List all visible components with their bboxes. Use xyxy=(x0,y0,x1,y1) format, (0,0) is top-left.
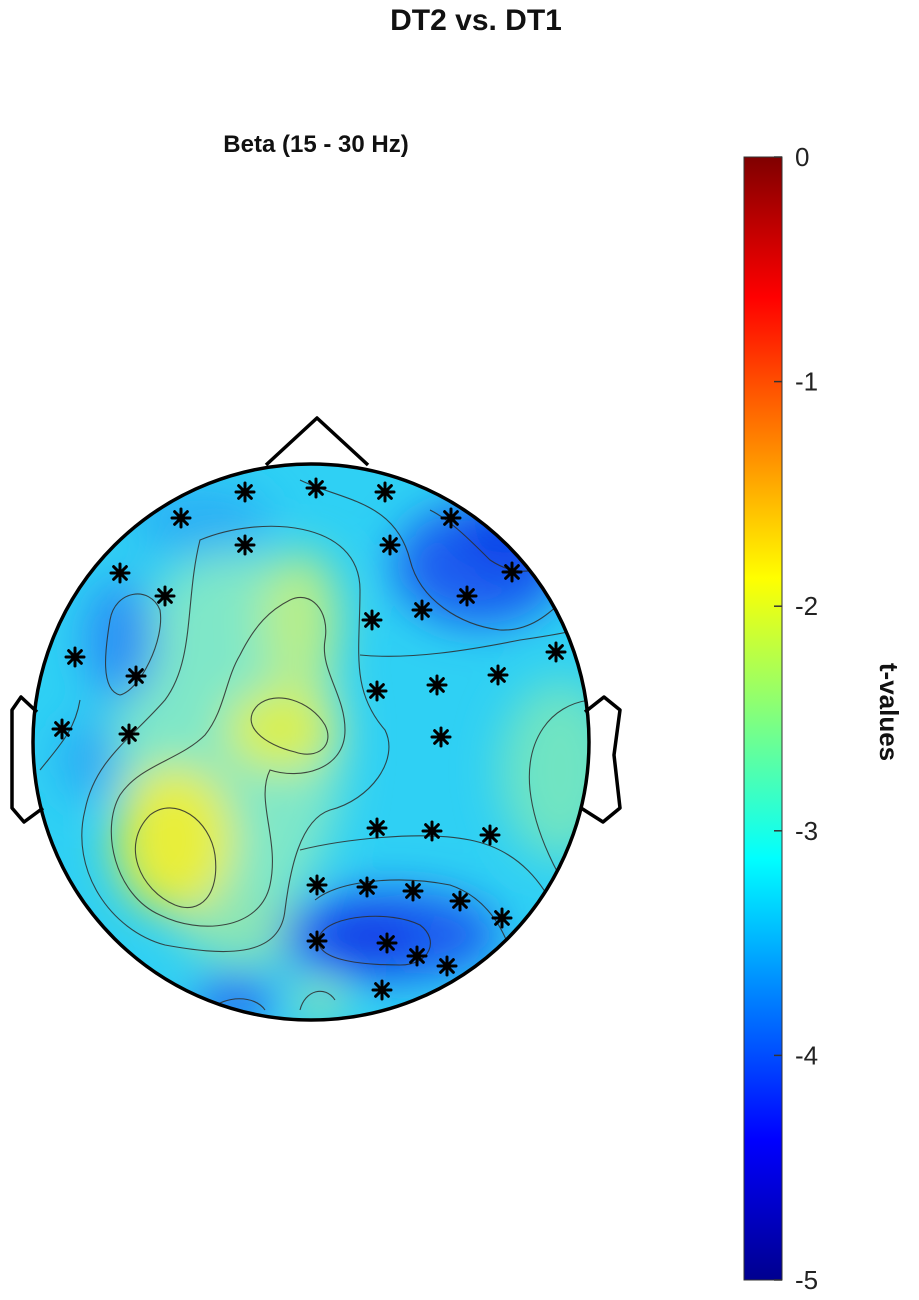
colorbar-gradient xyxy=(743,156,783,1281)
electrode-marker xyxy=(109,562,131,584)
electrode-marker xyxy=(366,680,388,702)
electrode-marker xyxy=(366,817,388,839)
electrode-marker xyxy=(402,880,424,902)
electrode-marker xyxy=(305,477,327,499)
electrode-markers xyxy=(51,477,567,1001)
colorbar-tick-label: -4 xyxy=(795,1040,818,1070)
electrode-marker xyxy=(374,481,396,503)
electrode-marker xyxy=(371,979,393,1001)
chart-subtitle: Beta (15 - 30 Hz) xyxy=(223,131,408,158)
electrode-marker xyxy=(118,723,140,745)
contour-lines xyxy=(39,479,589,1020)
electrode-marker xyxy=(154,585,176,607)
electrode-marker xyxy=(430,726,452,748)
electrode-marker xyxy=(64,646,86,668)
electrode-marker xyxy=(487,664,509,686)
electrode-marker xyxy=(545,641,567,663)
colorbar: 0 -1 -2 -3 -4 -5 t-values xyxy=(743,142,904,1295)
colorbar-tick-label: -1 xyxy=(795,367,818,397)
electrode-marker xyxy=(440,507,462,529)
electrode-marker xyxy=(421,820,443,842)
electrode-marker xyxy=(356,876,378,898)
electrode-marker xyxy=(491,907,513,929)
electrode-marker xyxy=(361,609,383,631)
chart-title: DT2 vs. DT1 xyxy=(390,4,562,37)
electrode-marker xyxy=(406,945,428,967)
electrode-marker xyxy=(306,930,328,952)
electrode-marker xyxy=(234,481,256,503)
colorbar-tick-label: -5 xyxy=(795,1265,818,1295)
colorbar-label: t-values xyxy=(874,663,904,761)
electrode-marker xyxy=(306,874,328,896)
topographic-map xyxy=(10,416,622,1022)
electrode-marker xyxy=(170,507,192,529)
electrode-marker xyxy=(501,561,523,583)
electrode-marker xyxy=(426,674,448,696)
electrode-marker xyxy=(436,955,458,977)
electrode-marker xyxy=(376,932,398,954)
electrode-marker xyxy=(449,890,471,912)
head-outline xyxy=(10,416,622,1022)
electrode-marker xyxy=(51,718,73,740)
colorbar-tick-label: -3 xyxy=(795,816,818,846)
electrode-marker xyxy=(125,665,147,687)
electrode-marker xyxy=(379,534,401,556)
electrode-marker xyxy=(479,824,501,846)
electrode-marker xyxy=(456,585,478,607)
electrode-marker xyxy=(234,534,256,556)
colorbar-ticks: 0 -1 -2 -3 -4 -5 xyxy=(774,142,818,1295)
colorbar-tick-label: 0 xyxy=(795,142,809,172)
electrode-marker xyxy=(411,599,433,621)
colorbar-tick-label: -2 xyxy=(795,591,818,621)
